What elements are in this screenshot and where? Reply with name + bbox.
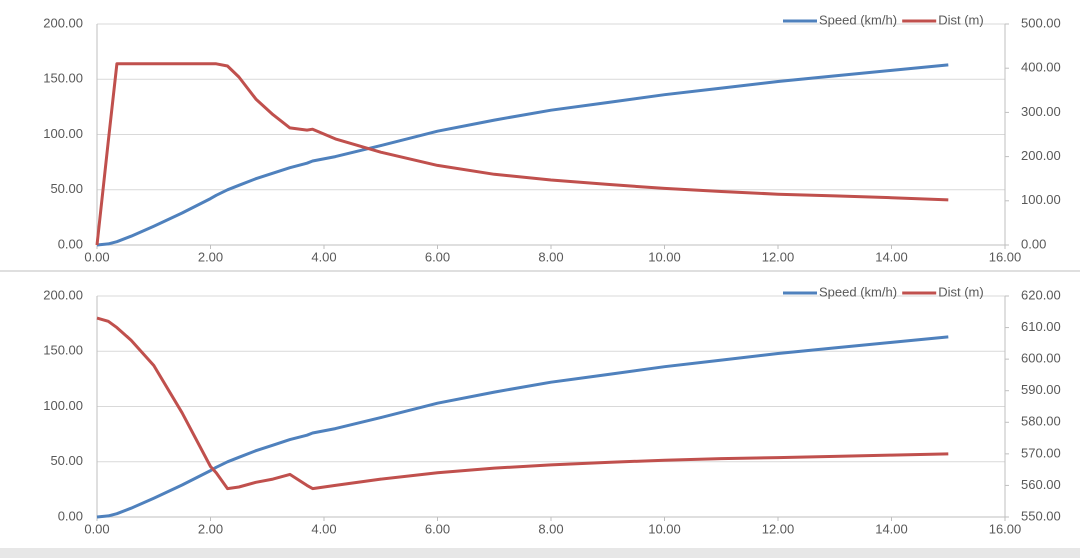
y2-tick-label: 300.00 — [1021, 104, 1061, 119]
data-line — [95, 62, 949, 246]
y2-tick-label: 550.00 — [1021, 508, 1061, 523]
x-tick-label: 16.00 — [989, 249, 1022, 264]
y2-tick-label: 620.00 — [1021, 287, 1061, 302]
x-tick-label: 12.00 — [762, 521, 795, 536]
y-tick-label: 200.00 — [43, 287, 83, 302]
x-tick-label: 14.00 — [875, 521, 908, 536]
x-tick-label: 0.00 — [84, 521, 109, 536]
y2-tick-label: 100.00 — [1021, 192, 1061, 207]
x-tick-label: 6.00 — [425, 249, 450, 264]
x-tick-label: 4.00 — [311, 249, 336, 264]
y-tick-label: 0.00 — [58, 236, 83, 251]
y2-tick-label: 610.00 — [1021, 319, 1061, 334]
x-tick-label: 8.00 — [538, 249, 563, 264]
x-tick-label: 2.00 — [198, 521, 223, 536]
y2-tick-label: 580.00 — [1021, 414, 1061, 429]
y2-tick-label: 560.00 — [1021, 477, 1061, 492]
legend-label: Dist (m) — [938, 12, 984, 27]
y-tick-label: 150.00 — [43, 71, 83, 86]
data-line — [96, 316, 949, 491]
y2-tick-label: 590.00 — [1021, 382, 1061, 397]
y-tick-label: 150.00 — [43, 343, 83, 358]
y-tick-label: 50.00 — [50, 181, 83, 196]
x-tick-label: 8.00 — [538, 521, 563, 536]
legend-label: Speed (km/h) — [819, 284, 897, 299]
x-tick-label: 10.00 — [648, 521, 681, 536]
data-line — [96, 335, 949, 519]
x-tick-label: 2.00 — [198, 249, 223, 264]
data-line — [96, 63, 949, 247]
y2-tick-label: 500.00 — [1021, 15, 1061, 30]
y2-tick-label: 200.00 — [1021, 148, 1061, 163]
scroll-strip — [0, 548, 1080, 558]
y2-tick-label: 600.00 — [1021, 351, 1061, 366]
y-tick-label: 0.00 — [58, 508, 83, 523]
x-tick-label: 14.00 — [875, 249, 908, 264]
x-tick-label: 0.00 — [84, 249, 109, 264]
y-tick-label: 100.00 — [43, 398, 83, 413]
legend-label: Speed (km/h) — [819, 12, 897, 27]
y2-tick-label: 0.00 — [1021, 236, 1046, 251]
x-tick-label: 10.00 — [648, 249, 681, 264]
y-tick-label: 50.00 — [50, 453, 83, 468]
x-tick-label: 12.00 — [762, 249, 795, 264]
legend-label: Dist (m) — [938, 284, 984, 299]
y2-tick-label: 570.00 — [1021, 445, 1061, 460]
y-tick-label: 200.00 — [43, 15, 83, 30]
x-tick-label: 16.00 — [989, 521, 1022, 536]
y2-tick-label: 400.00 — [1021, 60, 1061, 75]
y-tick-label: 100.00 — [43, 126, 83, 141]
x-tick-label: 6.00 — [425, 521, 450, 536]
x-tick-label: 4.00 — [311, 521, 336, 536]
